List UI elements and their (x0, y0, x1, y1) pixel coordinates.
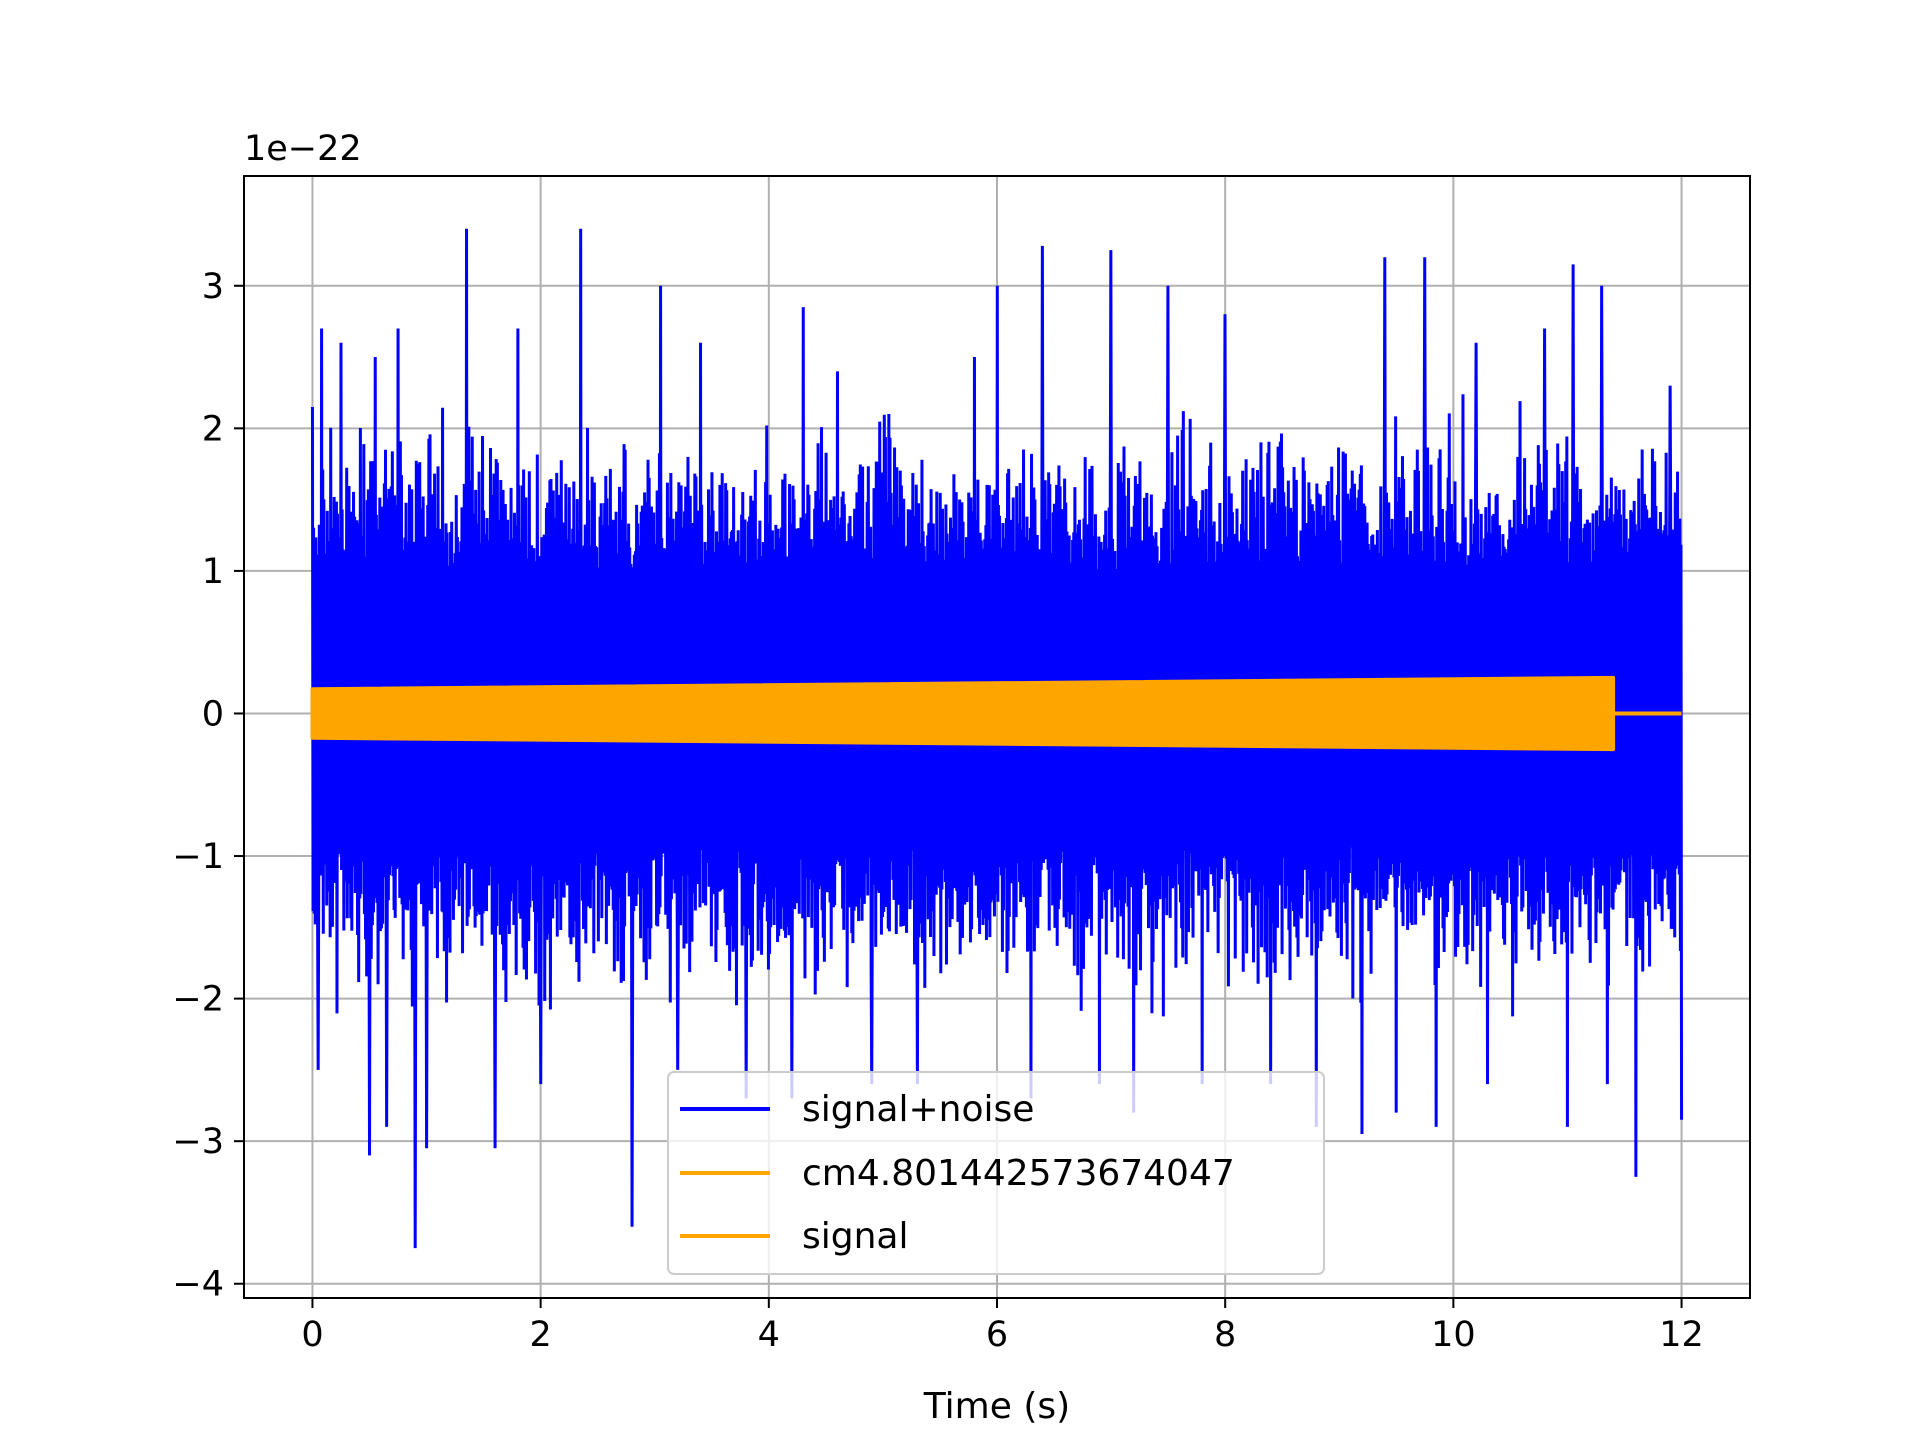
x-tick-label: 6 (986, 1315, 1008, 1355)
y-offset-label: 1e−22 (244, 129, 362, 169)
y-tick-label: −1 (172, 837, 224, 877)
x-tick-label: 0 (301, 1315, 323, 1355)
series-layer (310, 228, 1684, 1249)
y-tick-label: 3 (202, 267, 224, 307)
y-tick-label: −4 (172, 1265, 224, 1305)
x-tick-label: 10 (1431, 1315, 1476, 1355)
x-tick-label: 4 (758, 1315, 780, 1355)
series-line-signal-noise (310, 228, 1684, 1249)
y-tick-label: −3 (172, 1122, 224, 1162)
y-tick-label: 0 (202, 694, 224, 734)
legend: signal+noise cm4.801442573674047 signal (667, 1071, 1325, 1275)
legend-label-signal: signal (802, 1216, 909, 1257)
y-tick-label: −2 (172, 980, 224, 1020)
y-tick-label: 1 (202, 552, 224, 592)
x-tick-label: 8 (1214, 1315, 1236, 1355)
legend-label-cm: cm4.801442573674047 (802, 1153, 1235, 1194)
series-band-cm (310, 675, 1616, 752)
legend-box (667, 1071, 1325, 1275)
x-tick-label: 2 (529, 1315, 551, 1355)
y-tick-label: 2 (202, 409, 224, 449)
x-axis-label: Time (s) (923, 1386, 1070, 1427)
x-tick-label: 12 (1659, 1315, 1704, 1355)
legend-label-signal-noise: signal+noise (802, 1089, 1034, 1130)
